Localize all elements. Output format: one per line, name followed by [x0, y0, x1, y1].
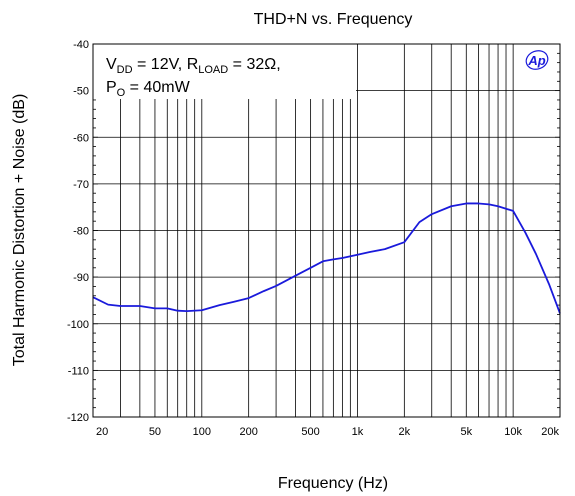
x-tick-label: 100	[193, 426, 211, 438]
x-tick-label: 1k	[352, 426, 364, 438]
series-line-0	[92, 202, 561, 314]
x-tick-label: 20k	[541, 426, 559, 438]
x-tick-label: 500	[301, 426, 319, 438]
y-tick-label: -70	[73, 179, 89, 191]
x-tick-labels: 20 50 100 200 500 1k 2k 5k 10k 20k	[96, 426, 559, 438]
y-tick-label: -90	[73, 272, 89, 284]
ap-logo-text: Ap	[527, 53, 545, 68]
chart-title: THD+N vs. Frequency	[254, 11, 413, 28]
annotation-line-1: VDD = 12V, RLOAD = 32Ω,	[106, 56, 281, 76]
annotation-box	[93, 44, 356, 99]
ap-logo: Ap	[525, 50, 549, 70]
x-tick-label: 20	[96, 426, 108, 438]
y-tick-label: -40	[73, 39, 89, 51]
y-axis-title: Total Harmonic Distortion + Noise (dB)	[11, 94, 28, 367]
annotation-line-2: PO = 40mW	[106, 79, 191, 99]
y-tick-label: -120	[67, 412, 89, 424]
x-tick-label: 2k	[399, 426, 411, 438]
x-tick-label: 5k	[460, 426, 472, 438]
x-tick-label: 200	[239, 426, 257, 438]
plot-frame	[92, 43, 561, 418]
y-tick-label: -110	[68, 365, 89, 377]
y-tick-label: -80	[73, 226, 89, 238]
x-tick-label: 10k	[504, 426, 522, 438]
y-tick-label: -100	[67, 319, 89, 331]
series-layer	[92, 202, 561, 314]
y-tick-label: -60	[73, 132, 89, 144]
y-tick-label: -50	[73, 86, 89, 98]
y-tick-labels: -40 -50 -60 -70 -80 -90 -100 -110 -120	[67, 39, 89, 424]
x-axis-title: Frequency (Hz)	[278, 475, 388, 492]
chart-grid	[93, 43, 560, 418]
x-tick-label: 50	[149, 426, 161, 438]
